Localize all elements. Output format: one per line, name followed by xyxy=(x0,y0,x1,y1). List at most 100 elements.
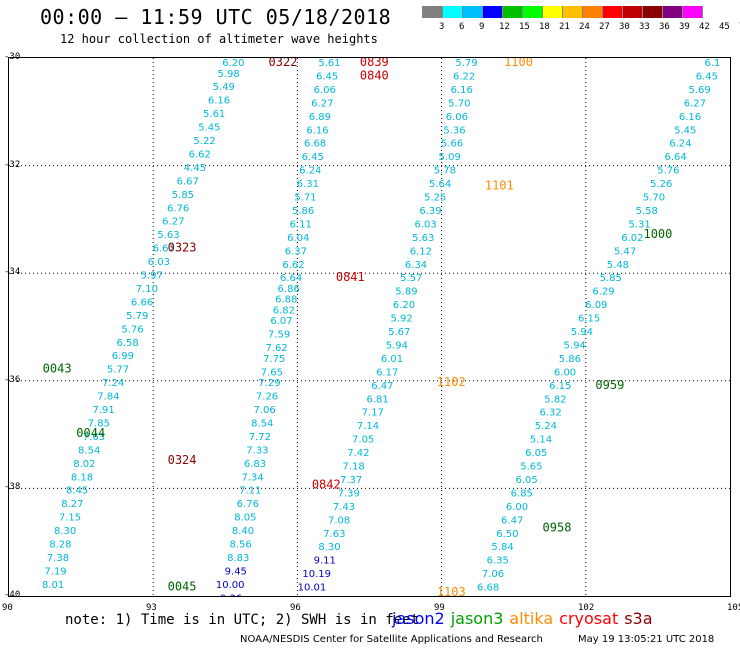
pass-time-label: 0958 xyxy=(543,520,572,534)
swh-value: 6.67 xyxy=(177,176,199,187)
swh-value: 5.78 xyxy=(434,166,456,177)
swh-value: 6.06 xyxy=(446,112,468,123)
swh-value: 6.05 xyxy=(515,475,537,486)
swh-value: 6.12 xyxy=(410,246,432,257)
swh-value: 6.34 xyxy=(405,260,427,271)
swh-value: 5.94 xyxy=(386,340,408,351)
swh-value: 8.45 xyxy=(66,486,88,497)
swh-value: 6.88 xyxy=(275,295,297,306)
swh-value: 6.09 xyxy=(585,300,607,311)
swh-value: 7.06 xyxy=(482,569,504,580)
swh-value: 8.40 xyxy=(232,526,254,537)
swh-value: 5.92 xyxy=(390,314,412,325)
colorbar-label: 21 xyxy=(559,22,570,32)
swh-value: 6.1 xyxy=(704,58,720,69)
swh-value: 6.62 xyxy=(189,149,211,160)
legend-item: altika xyxy=(509,609,554,628)
colorbar-swatch xyxy=(582,6,602,18)
pass-time-label: 0840 xyxy=(360,68,389,82)
swh-value: 8.30 xyxy=(318,542,340,553)
swh-value: 6.27 xyxy=(684,98,706,109)
swh-value: 6.86 xyxy=(278,284,300,295)
swh-value: 5.71 xyxy=(294,193,316,204)
colorbar-swatch xyxy=(662,6,682,18)
legend-item: jason3 xyxy=(450,609,504,628)
swh-value: 6.85 xyxy=(511,488,533,499)
swh-value: 6.06 xyxy=(314,85,336,96)
swh-value: 7.11 xyxy=(239,486,261,497)
swh-value: 6.67 xyxy=(153,244,175,255)
swh-value: 8.28 xyxy=(49,540,71,551)
swh-value: 7.06 xyxy=(254,405,276,416)
swh-value: 6.81 xyxy=(366,394,388,405)
swh-value: 6.00 xyxy=(506,502,528,513)
swh-value: 7.85 xyxy=(88,418,110,429)
swh-value: 8.01 xyxy=(42,580,64,591)
swh-value: 10.00 xyxy=(216,580,245,591)
swh-value: 6.04 xyxy=(287,233,309,244)
y-tick-label: -36 xyxy=(4,374,21,385)
swh-value: 7.63 xyxy=(83,432,105,443)
pass-time-label: 0323 xyxy=(168,241,197,255)
swh-value: 6.16 xyxy=(679,112,701,123)
x-tick-label: 90 xyxy=(2,603,13,613)
pass-time-label: 0839 xyxy=(360,58,389,69)
pass-time-label: 1000 xyxy=(643,227,672,241)
swh-value: 6.16 xyxy=(208,96,230,107)
colorbar-label: 30 xyxy=(619,22,630,32)
colorbar-swatch xyxy=(502,6,522,18)
swh-value: 5.14 xyxy=(530,435,552,446)
swh-value: 5.77 xyxy=(107,365,129,376)
swh-value: 6.68 xyxy=(304,139,326,150)
colorbar-swatch xyxy=(602,6,622,18)
swh-value: 6.17 xyxy=(376,367,398,378)
swh-value: 7.62 xyxy=(266,343,288,354)
swh-value: 9.36 xyxy=(220,593,242,596)
swh-value: 6.01 xyxy=(381,354,403,365)
swh-value: 8.02 xyxy=(73,459,95,470)
colorbar-label: 39 xyxy=(679,22,690,32)
swh-value: 7.24 xyxy=(102,378,124,389)
swh-value: 5.09 xyxy=(439,152,461,163)
page-title: 00:00 – 11:59 UTC 05/18/2018 xyxy=(40,5,392,29)
swh-value: 5.85 xyxy=(600,273,622,284)
pass-time-label: 0959 xyxy=(595,378,624,392)
swh-value: 9.45 xyxy=(225,566,247,577)
swh-value: 8.83 xyxy=(227,553,249,564)
page-subtitle: 12 hour collection of altimeter wave hei… xyxy=(60,32,378,46)
swh-value: 7.42 xyxy=(347,448,369,459)
legend-item: s3a xyxy=(624,609,653,628)
swh-value: 7.39 xyxy=(338,488,360,499)
pass-time-label: 1102 xyxy=(437,375,466,389)
swh-value: 7.75 xyxy=(263,354,285,365)
swh-value: 6.99 xyxy=(112,351,134,362)
swh-value: 5.89 xyxy=(395,287,417,298)
swh-value: 5.63 xyxy=(412,233,434,244)
swh-value: 8.56 xyxy=(229,540,251,551)
swh-value: 5.36 xyxy=(443,125,465,136)
x-tick-label: 102 xyxy=(578,603,595,613)
swh-value: 5.86 xyxy=(559,354,581,365)
swh-value: 6.45 xyxy=(302,152,324,163)
swh-value: 6.27 xyxy=(311,98,333,109)
swh-value: 6.15 xyxy=(578,314,600,325)
swh-value: 5.79 xyxy=(126,311,148,322)
swh-value: 7.14 xyxy=(357,421,379,432)
plot-svg: 6.205.985.496.165.615.455.226.624.456.67… xyxy=(9,58,730,596)
swh-value: 5.25 xyxy=(424,193,446,204)
swh-value: 5.86 xyxy=(292,206,314,217)
swh-value: 7.18 xyxy=(342,462,364,473)
swh-value: 7.17 xyxy=(362,408,384,419)
colorbar-label: 42 xyxy=(699,22,710,32)
swh-value: 5.82 xyxy=(544,394,566,405)
y-tick-label: -30 xyxy=(4,52,21,62)
footnote: note: 1) Time is in UTC; 2) SWH is in fe… xyxy=(65,612,420,628)
x-tick-label: 99 xyxy=(434,603,445,613)
swh-value: 6.31 xyxy=(297,179,319,190)
swh-value: 5.57 xyxy=(400,273,422,284)
swh-value: 5.76 xyxy=(657,166,679,177)
colorbar-swatch xyxy=(542,6,562,18)
swh-value: 8.05 xyxy=(234,513,256,524)
swh-value: 5.84 xyxy=(491,542,513,553)
swh-value: 7.26 xyxy=(256,392,278,403)
